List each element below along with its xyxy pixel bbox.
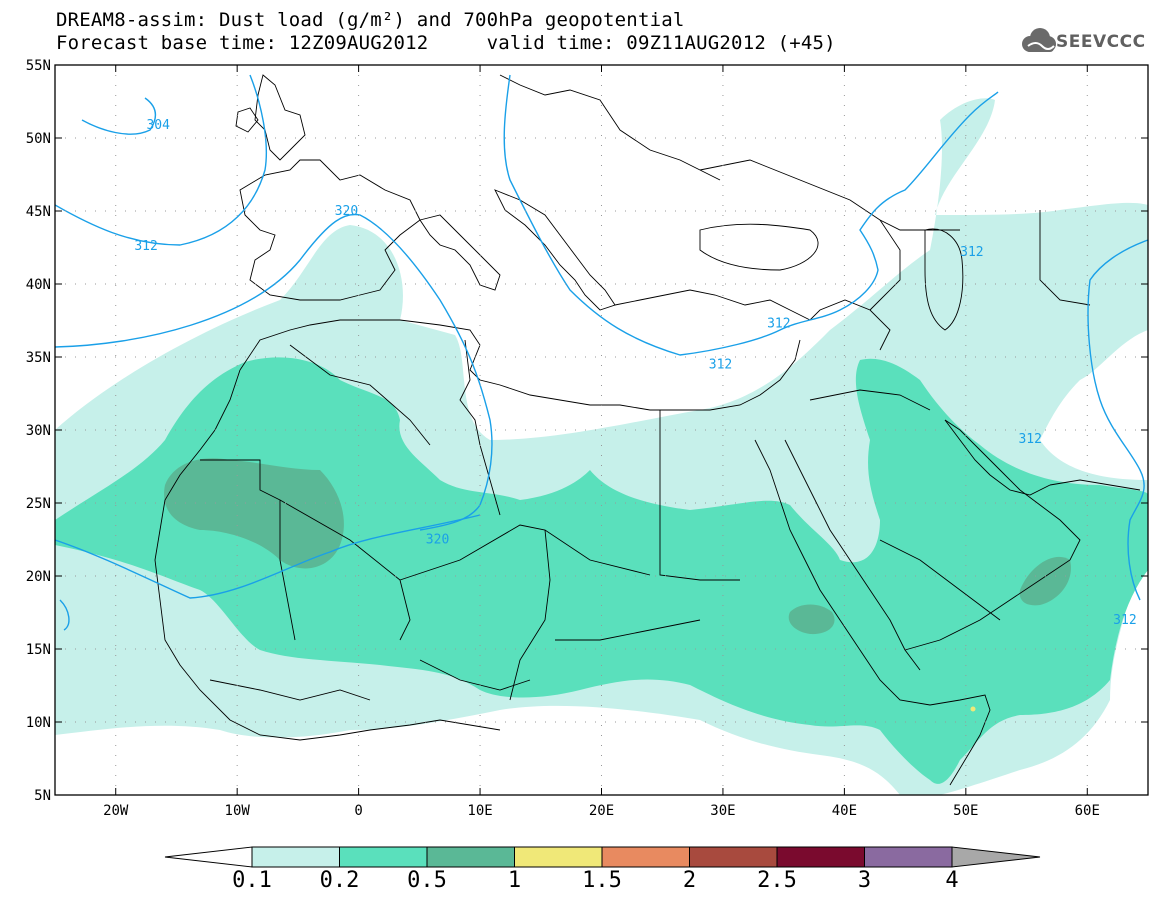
dust-layer-0.2 <box>55 357 1148 784</box>
lat-tick-label: 5N <box>34 788 51 804</box>
contour-304 <box>81 97 157 135</box>
chart-title: DREAM8-assim: Dust load (g/m²) and 700hP… <box>56 9 685 31</box>
colorbar-segment <box>689 846 778 868</box>
lon-tick-label: 30E <box>710 803 735 819</box>
contour-320-south <box>55 514 481 599</box>
lat-tick-label: 35N <box>26 350 51 366</box>
axis-labels: 55N 50N 45N 40N 35N 30N 25N 20N 15N 10N 5N 20W 10W 0 1… <box>26 58 1100 819</box>
lon-tick-label: 20W <box>103 803 129 819</box>
colorbar-label: 3 <box>858 868 871 893</box>
colorbar-label: 1 <box>508 868 521 893</box>
lon-tick-label: 50E <box>953 803 978 819</box>
coastlines <box>154 74 1141 786</box>
colorbar-label: 0.1 <box>232 868 272 893</box>
colorbar-arrow-left <box>164 846 253 868</box>
lat-tick-label: 55N <box>26 58 51 74</box>
lon-tick-label: 40E <box>832 803 857 819</box>
lon-tick-label: 10W <box>225 803 251 819</box>
lat-tick-label: 25N <box>26 496 51 512</box>
logo-text: SEEVCCC <box>1056 32 1146 52</box>
colorbar: 0.1 0.2 0.5 1 1.5 2 2.5 3 4 <box>164 846 1041 893</box>
contour-label: 312 <box>134 239 157 254</box>
lat-tick-label: 20N <box>26 569 51 585</box>
lat-tick-label: 10N <box>26 715 51 731</box>
colorbar-label: 1.5 <box>582 868 622 893</box>
colorbar-label: 0.2 <box>320 868 360 893</box>
contour-label: 312 <box>709 357 732 372</box>
colorbar-segment <box>776 846 865 868</box>
lon-tick-label: 0 <box>354 803 362 819</box>
contour-label: 320 <box>335 204 358 219</box>
lat-tick-label: 30N <box>26 423 51 439</box>
contour-label: 312 <box>1018 432 1041 447</box>
colorbar-label: 0.5 <box>407 868 447 893</box>
lat-tick-label: 40N <box>26 277 51 293</box>
grid-dots <box>55 65 1148 795</box>
lat-tick-label: 15N <box>26 642 51 658</box>
colorbar-arrow-right <box>951 846 1041 868</box>
contour-312-west <box>55 74 268 246</box>
lon-tick-label: 10E <box>467 803 492 819</box>
contour-label: 312 <box>960 245 983 260</box>
dust-layer-0.5 <box>164 458 1071 635</box>
contour-312-south <box>1087 239 1148 601</box>
colorbar-segment <box>514 846 603 868</box>
geopotential-contours <box>55 74 1148 631</box>
contour-label: 320 <box>426 533 449 548</box>
colorbar-segment <box>426 846 515 868</box>
lon-tick-label: 60E <box>1075 803 1100 819</box>
contour-label: 312 <box>767 316 790 331</box>
colorbar-label: 4 <box>945 868 958 893</box>
lon-tick-label: 20E <box>589 803 614 819</box>
colorbar-segment <box>251 846 340 868</box>
contour-320-north <box>55 213 493 531</box>
contour-312-west-edge <box>59 599 70 631</box>
chart-subtitle-times: Forecast base time: 12Z09AUG2012 valid t… <box>56 32 836 54</box>
colorbar-segment <box>339 846 428 868</box>
contour-labels: 304 312 320 312 312 312 312 320 312 <box>134 118 1136 628</box>
lat-tick-label: 45N <box>26 204 51 220</box>
cloud-icon <box>1022 28 1056 52</box>
contour-label: 312 <box>1113 613 1136 628</box>
contour-label: 304 <box>146 118 170 133</box>
colorbar-label: 2.5 <box>757 868 797 893</box>
colorbar-segment <box>864 846 953 868</box>
colorbar-segment <box>601 846 690 868</box>
contour-312-east <box>503 74 999 356</box>
lat-tick-label: 50N <box>26 131 51 147</box>
dust-spot-1 <box>970 706 976 712</box>
axis-ticks <box>55 64 1148 796</box>
colorbar-label: 2 <box>683 868 696 893</box>
